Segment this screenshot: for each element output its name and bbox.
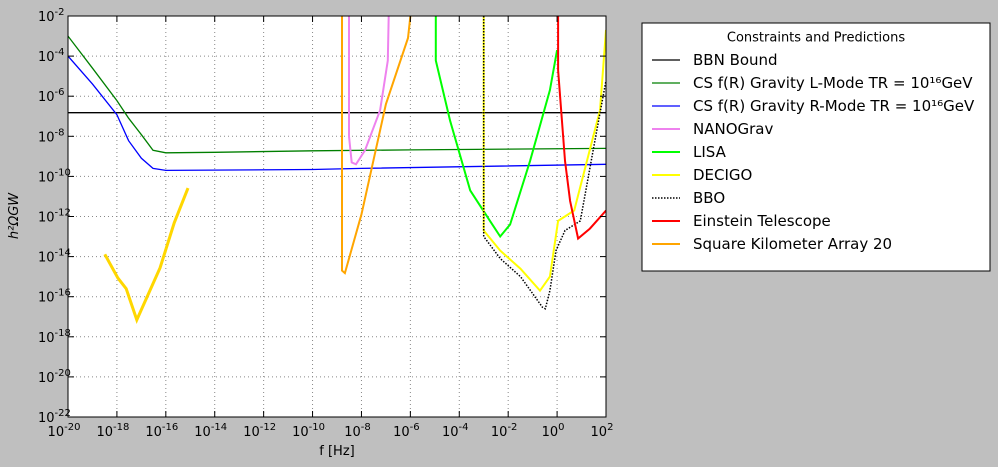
legend-label: CS f(R) Gravity R-Mode TR = 10¹⁶GeV bbox=[693, 97, 975, 115]
x-tick-label: 10-14 bbox=[194, 422, 227, 440]
legend-label: NANOGrav bbox=[693, 120, 773, 138]
lines bbox=[68, 16, 606, 325]
x-tick-label: 10-2 bbox=[491, 422, 518, 440]
y-tick-label: 10-20 bbox=[38, 368, 71, 386]
x-tick-label: 10-8 bbox=[344, 422, 371, 440]
legend-label: CS f(R) Gravity L-Mode TR = 10¹⁶GeV bbox=[693, 74, 973, 92]
x-tick-label: 10-10 bbox=[292, 422, 325, 440]
legend-label: DECIGO bbox=[693, 166, 752, 184]
y-tick-label: 10-22 bbox=[38, 408, 71, 426]
x-tick-label: 102 bbox=[591, 422, 614, 440]
series-line bbox=[482, 16, 606, 293]
series-line bbox=[434, 16, 559, 239]
series-line bbox=[348, 16, 390, 166]
legend-title: Constraints and Predictions bbox=[727, 31, 905, 46]
x-tick-label: 10-6 bbox=[393, 422, 420, 440]
series-line bbox=[68, 55, 606, 172]
ticks: 10-20 10-18 10-16 10-14 10-12 10-10 10-8 10-6 10… bbox=[38, 7, 613, 440]
x-tick-label: 10-20 bbox=[48, 422, 81, 440]
legend-label: Einstein Telescope bbox=[693, 212, 831, 230]
y-tick-label: 10-12 bbox=[38, 208, 71, 226]
x-axis-label: f [Hz] bbox=[319, 444, 354, 459]
y-tick-label: 10-6 bbox=[38, 87, 65, 105]
legend-label: BBN Bound bbox=[693, 51, 778, 69]
series-line bbox=[341, 16, 412, 275]
legend: Constraints and Predictions BBN Bound CS … bbox=[641, 22, 991, 272]
series-line bbox=[103, 187, 190, 325]
y-tick-label: 10-4 bbox=[38, 47, 65, 65]
legend-label: LISA bbox=[693, 143, 727, 161]
x-tick-label: 10-4 bbox=[442, 422, 469, 440]
legend-label: Square Kilometer Array 20 bbox=[693, 235, 892, 253]
y-tick-label: 10-16 bbox=[38, 288, 71, 306]
y-tick-label: 10-14 bbox=[38, 248, 71, 266]
y-axis-label: h²ΩGW bbox=[7, 192, 22, 239]
y-tick-label: 10-10 bbox=[38, 167, 71, 185]
series-line bbox=[482, 16, 606, 310]
x-tick-label: 10-16 bbox=[145, 422, 178, 440]
y-tick-label: 10-8 bbox=[38, 127, 65, 145]
series-line bbox=[68, 35, 606, 154]
x-tick-label: 10-18 bbox=[96, 422, 129, 440]
y-tick-label: 10-2 bbox=[38, 7, 65, 25]
series-line bbox=[557, 16, 606, 241]
x-tick-label: 10-12 bbox=[243, 422, 276, 440]
x-tick-label: 100 bbox=[542, 422, 565, 440]
legend-box bbox=[641, 22, 991, 272]
y-tick-label: 10-18 bbox=[38, 328, 71, 346]
legend-label: BBO bbox=[693, 189, 725, 207]
